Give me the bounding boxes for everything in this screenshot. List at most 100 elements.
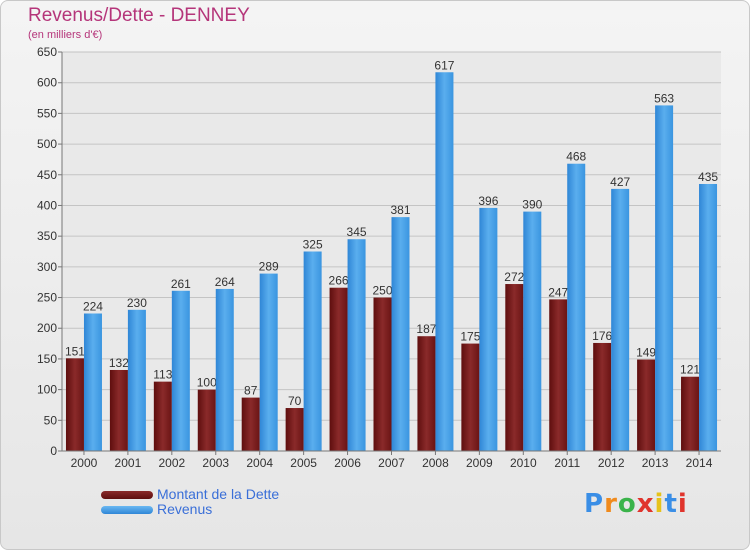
- y-tick-label: 550: [37, 106, 57, 120]
- y-tick-label: 500: [37, 137, 57, 151]
- bar-dette: [637, 359, 656, 451]
- bar-revenus: [259, 273, 278, 451]
- bar-dette: [505, 284, 524, 451]
- data-label-revenus: 325: [303, 238, 323, 252]
- data-label-dette: 70: [288, 394, 302, 408]
- y-tick-label: 400: [37, 198, 57, 212]
- y-tick-label: 200: [37, 321, 57, 335]
- bar-dette: [681, 376, 700, 451]
- bar-dette: [593, 342, 612, 451]
- bar-dette: [373, 297, 392, 451]
- bar-revenus: [523, 211, 542, 451]
- data-label-revenus: 396: [478, 194, 498, 208]
- bar-dette: [461, 343, 480, 451]
- y-tick-label: 0: [50, 444, 57, 458]
- data-label-revenus: 435: [698, 170, 718, 184]
- bar-revenus: [567, 163, 586, 451]
- y-tick-label: 450: [37, 168, 57, 182]
- data-label-dette: 151: [65, 344, 85, 358]
- data-label-dette: 121: [680, 363, 700, 377]
- logo-letter: t: [664, 489, 678, 519]
- bar-dette: [549, 299, 568, 451]
- data-label-revenus: 264: [215, 275, 235, 289]
- legend-swatch-revenus: [101, 506, 153, 514]
- x-tick-label: 2013: [642, 456, 669, 470]
- data-label-revenus: 345: [347, 225, 367, 239]
- legend-label-revenus: Revenus: [157, 501, 213, 517]
- data-label-dette: 87: [244, 384, 258, 398]
- x-tick-label: 2004: [246, 456, 273, 470]
- y-tick-label: 350: [37, 229, 57, 243]
- y-tick-label: 650: [37, 45, 57, 59]
- y-axis: 0 50 100 150 200 250 300 350 400 450 500 550 600 650: [37, 45, 63, 458]
- logo-letter: o: [617, 489, 637, 519]
- chart-subtitle: (en milliers d'€): [28, 29, 103, 41]
- x-axis: 2000 2001 2002 2003 2004 2005 2006 2007 2008 2009…: [62, 450, 721, 470]
- legend-swatch-dette: [101, 491, 153, 499]
- bar-revenus: [215, 288, 234, 451]
- data-label-dette: 113: [153, 368, 172, 382]
- x-tick-label: 2009: [466, 456, 493, 470]
- bar-dette: [153, 381, 172, 451]
- x-tick-label: 2001: [115, 456, 142, 470]
- data-label-revenus: 563: [654, 91, 674, 105]
- data-label-dette: 250: [372, 284, 392, 298]
- bar-dette: [109, 369, 128, 451]
- data-label-revenus: 230: [127, 296, 147, 310]
- y-tick-label: 50: [44, 413, 58, 427]
- y-tick-label: 600: [37, 76, 57, 90]
- x-tick-label: 2003: [202, 456, 229, 470]
- bar-revenus: [171, 290, 190, 451]
- data-label-dette: 149: [636, 346, 656, 360]
- bar-revenus: [611, 188, 630, 451]
- data-label-revenus: 224: [83, 299, 103, 313]
- bars: 151 224 132 230 113 261 100 264 87 289 70 325 266 345…: [65, 58, 718, 452]
- bar-dette: [65, 358, 84, 451]
- data-label-revenus: 617: [434, 58, 454, 72]
- data-label-dette: 187: [416, 322, 436, 336]
- bar-dette: [197, 389, 216, 451]
- x-tick-label: 2000: [71, 456, 98, 470]
- legend-label-dette: Montant de la Dette: [157, 486, 280, 502]
- data-label-dette: 272: [504, 270, 524, 284]
- x-tick-label: 2012: [598, 456, 625, 470]
- bar-revenus: [479, 207, 498, 451]
- data-label-revenus: 261: [171, 277, 191, 291]
- x-tick-label: 2008: [422, 456, 449, 470]
- bar-revenus: [391, 217, 410, 451]
- bar-dette: [241, 397, 260, 451]
- bar-revenus: [699, 183, 718, 451]
- bar-dette: [329, 287, 348, 451]
- data-label-dette: 175: [460, 330, 480, 344]
- logo-letter: P: [584, 489, 605, 519]
- bar-dette: [417, 336, 436, 451]
- x-tick-label: 2011: [554, 456, 580, 470]
- y-tick-label: 150: [37, 352, 57, 366]
- data-label-dette: 100: [197, 376, 217, 390]
- bar-revenus: [435, 72, 454, 451]
- y-tick-label: 250: [37, 291, 57, 305]
- logo-letter: i: [677, 489, 688, 519]
- logo-letter: x: [636, 489, 655, 519]
- bar-revenus: [127, 309, 146, 451]
- data-label-dette: 266: [329, 274, 349, 288]
- data-label-dette: 247: [548, 285, 568, 299]
- x-tick-label: 2010: [510, 456, 537, 470]
- x-tick-label: 2014: [686, 456, 713, 470]
- bar-revenus: [347, 239, 366, 451]
- bar-dette: [285, 408, 304, 451]
- y-tick-label: 300: [37, 260, 57, 274]
- data-label-revenus: 381: [390, 203, 410, 217]
- proxiti-logo: Proxiti: [584, 489, 688, 519]
- x-tick-label: 2007: [378, 456, 405, 470]
- data-label-revenus: 289: [259, 260, 279, 274]
- logo-letter: i: [654, 489, 665, 519]
- x-tick-label: 2005: [290, 456, 317, 470]
- x-tick-label: 2002: [158, 456, 185, 470]
- data-label-revenus: 468: [566, 150, 586, 164]
- chart-title: Revenus/Dette - DENNEY: [28, 5, 250, 26]
- x-tick-label: 2006: [334, 456, 361, 470]
- y-tick-label: 100: [37, 383, 57, 397]
